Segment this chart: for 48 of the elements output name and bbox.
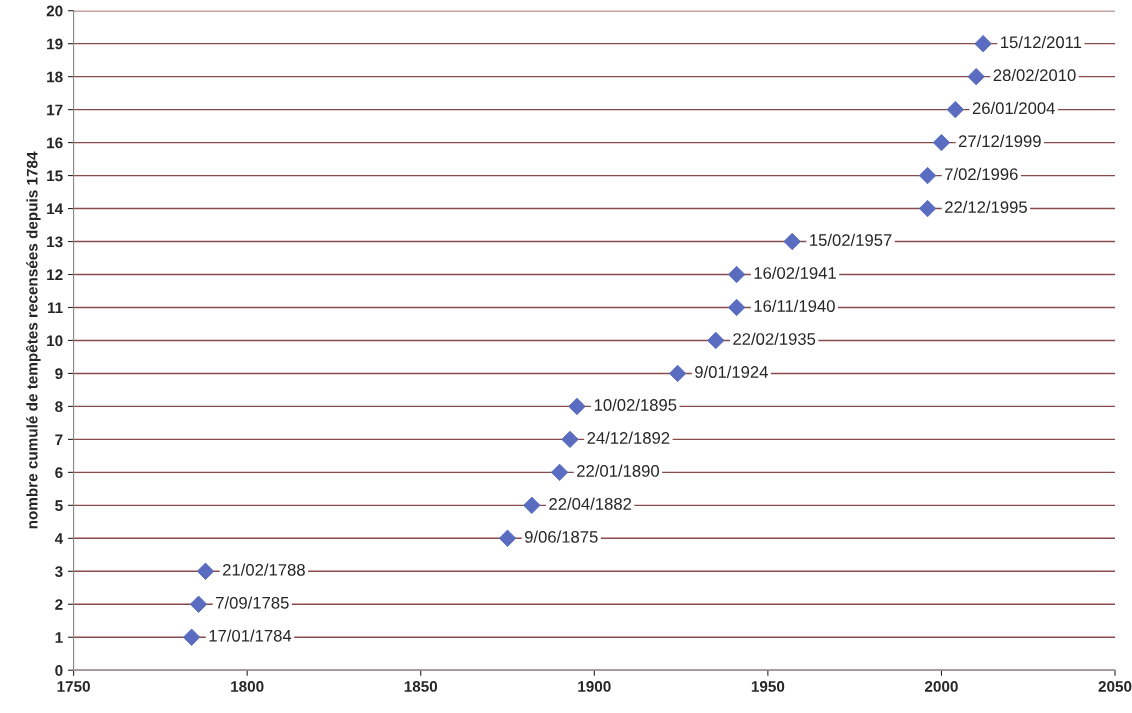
data-label: 24/12/1892	[587, 431, 670, 444]
data-label: 9/01/1924	[695, 365, 768, 378]
x-tick-label: 1950	[751, 681, 785, 692]
y-tick-label: 17	[47, 104, 63, 116]
y-tick-label: 13	[47, 236, 63, 248]
y-tick-label: 7	[55, 434, 63, 445]
y-tick-label: 6	[55, 467, 63, 479]
y-tick-label: 12	[47, 269, 63, 281]
data-label: 16/02/1941	[754, 266, 836, 279]
data-label: 15/12/2011	[1001, 35, 1082, 49]
y-tick-label: 14	[47, 203, 64, 215]
y-tick-label: 11	[47, 302, 63, 314]
x-tick-label: 1800	[231, 681, 264, 692]
y-tick-label: 16	[47, 137, 63, 149]
x-tick-label: 2000	[924, 681, 958, 692]
y-tick-label: 2	[55, 599, 63, 610]
data-label: 22/04/1882	[549, 497, 632, 510]
data-label: 7/02/1996	[945, 167, 1018, 181]
y-tick-label: 20	[46, 5, 63, 17]
data-label: 15/02/1957	[810, 233, 892, 246]
data-label: 10/02/1895	[594, 398, 677, 411]
y-tick-label: 5	[55, 500, 63, 512]
y-tick-label: 4	[54, 533, 64, 544]
data-label: 17/01/1784	[209, 629, 292, 642]
y-tick-label: 19	[47, 38, 63, 50]
data-label: 21/02/1788	[223, 563, 305, 576]
y-axis-title: nombre cumulé de tempêtes recensées depuis 1784	[26, 151, 41, 529]
data-label: 7/09/1785	[216, 596, 289, 609]
x-tick-label: 1750	[57, 681, 90, 692]
y-tick-label: 3	[55, 566, 63, 577]
data-label: 16/11/1940	[754, 299, 835, 312]
y-tick-label: 0	[55, 665, 63, 676]
data-label: 26/01/2004	[972, 101, 1055, 115]
data-label: 9/06/1875	[524, 530, 598, 543]
y-tick-label: 10	[47, 335, 63, 347]
data-label: 28/02/2010	[993, 68, 1076, 82]
data-label: 22/12/1995	[945, 200, 1027, 214]
y-tick-label: 18	[47, 71, 63, 83]
x-tick-label: 2050	[1098, 681, 1132, 692]
y-tick-label: 8	[55, 401, 63, 413]
y-tick-label: 15	[47, 170, 63, 182]
data-label: 22/01/1890	[577, 464, 660, 477]
x-tick-label: 1900	[578, 681, 611, 692]
x-tick-label: 1850	[404, 681, 438, 692]
data-label: 27/12/1999	[958, 134, 1041, 148]
y-tick-label: 1	[55, 632, 63, 643]
y-tick-label: 9	[55, 368, 63, 380]
data-label: 22/02/1935	[733, 332, 816, 345]
